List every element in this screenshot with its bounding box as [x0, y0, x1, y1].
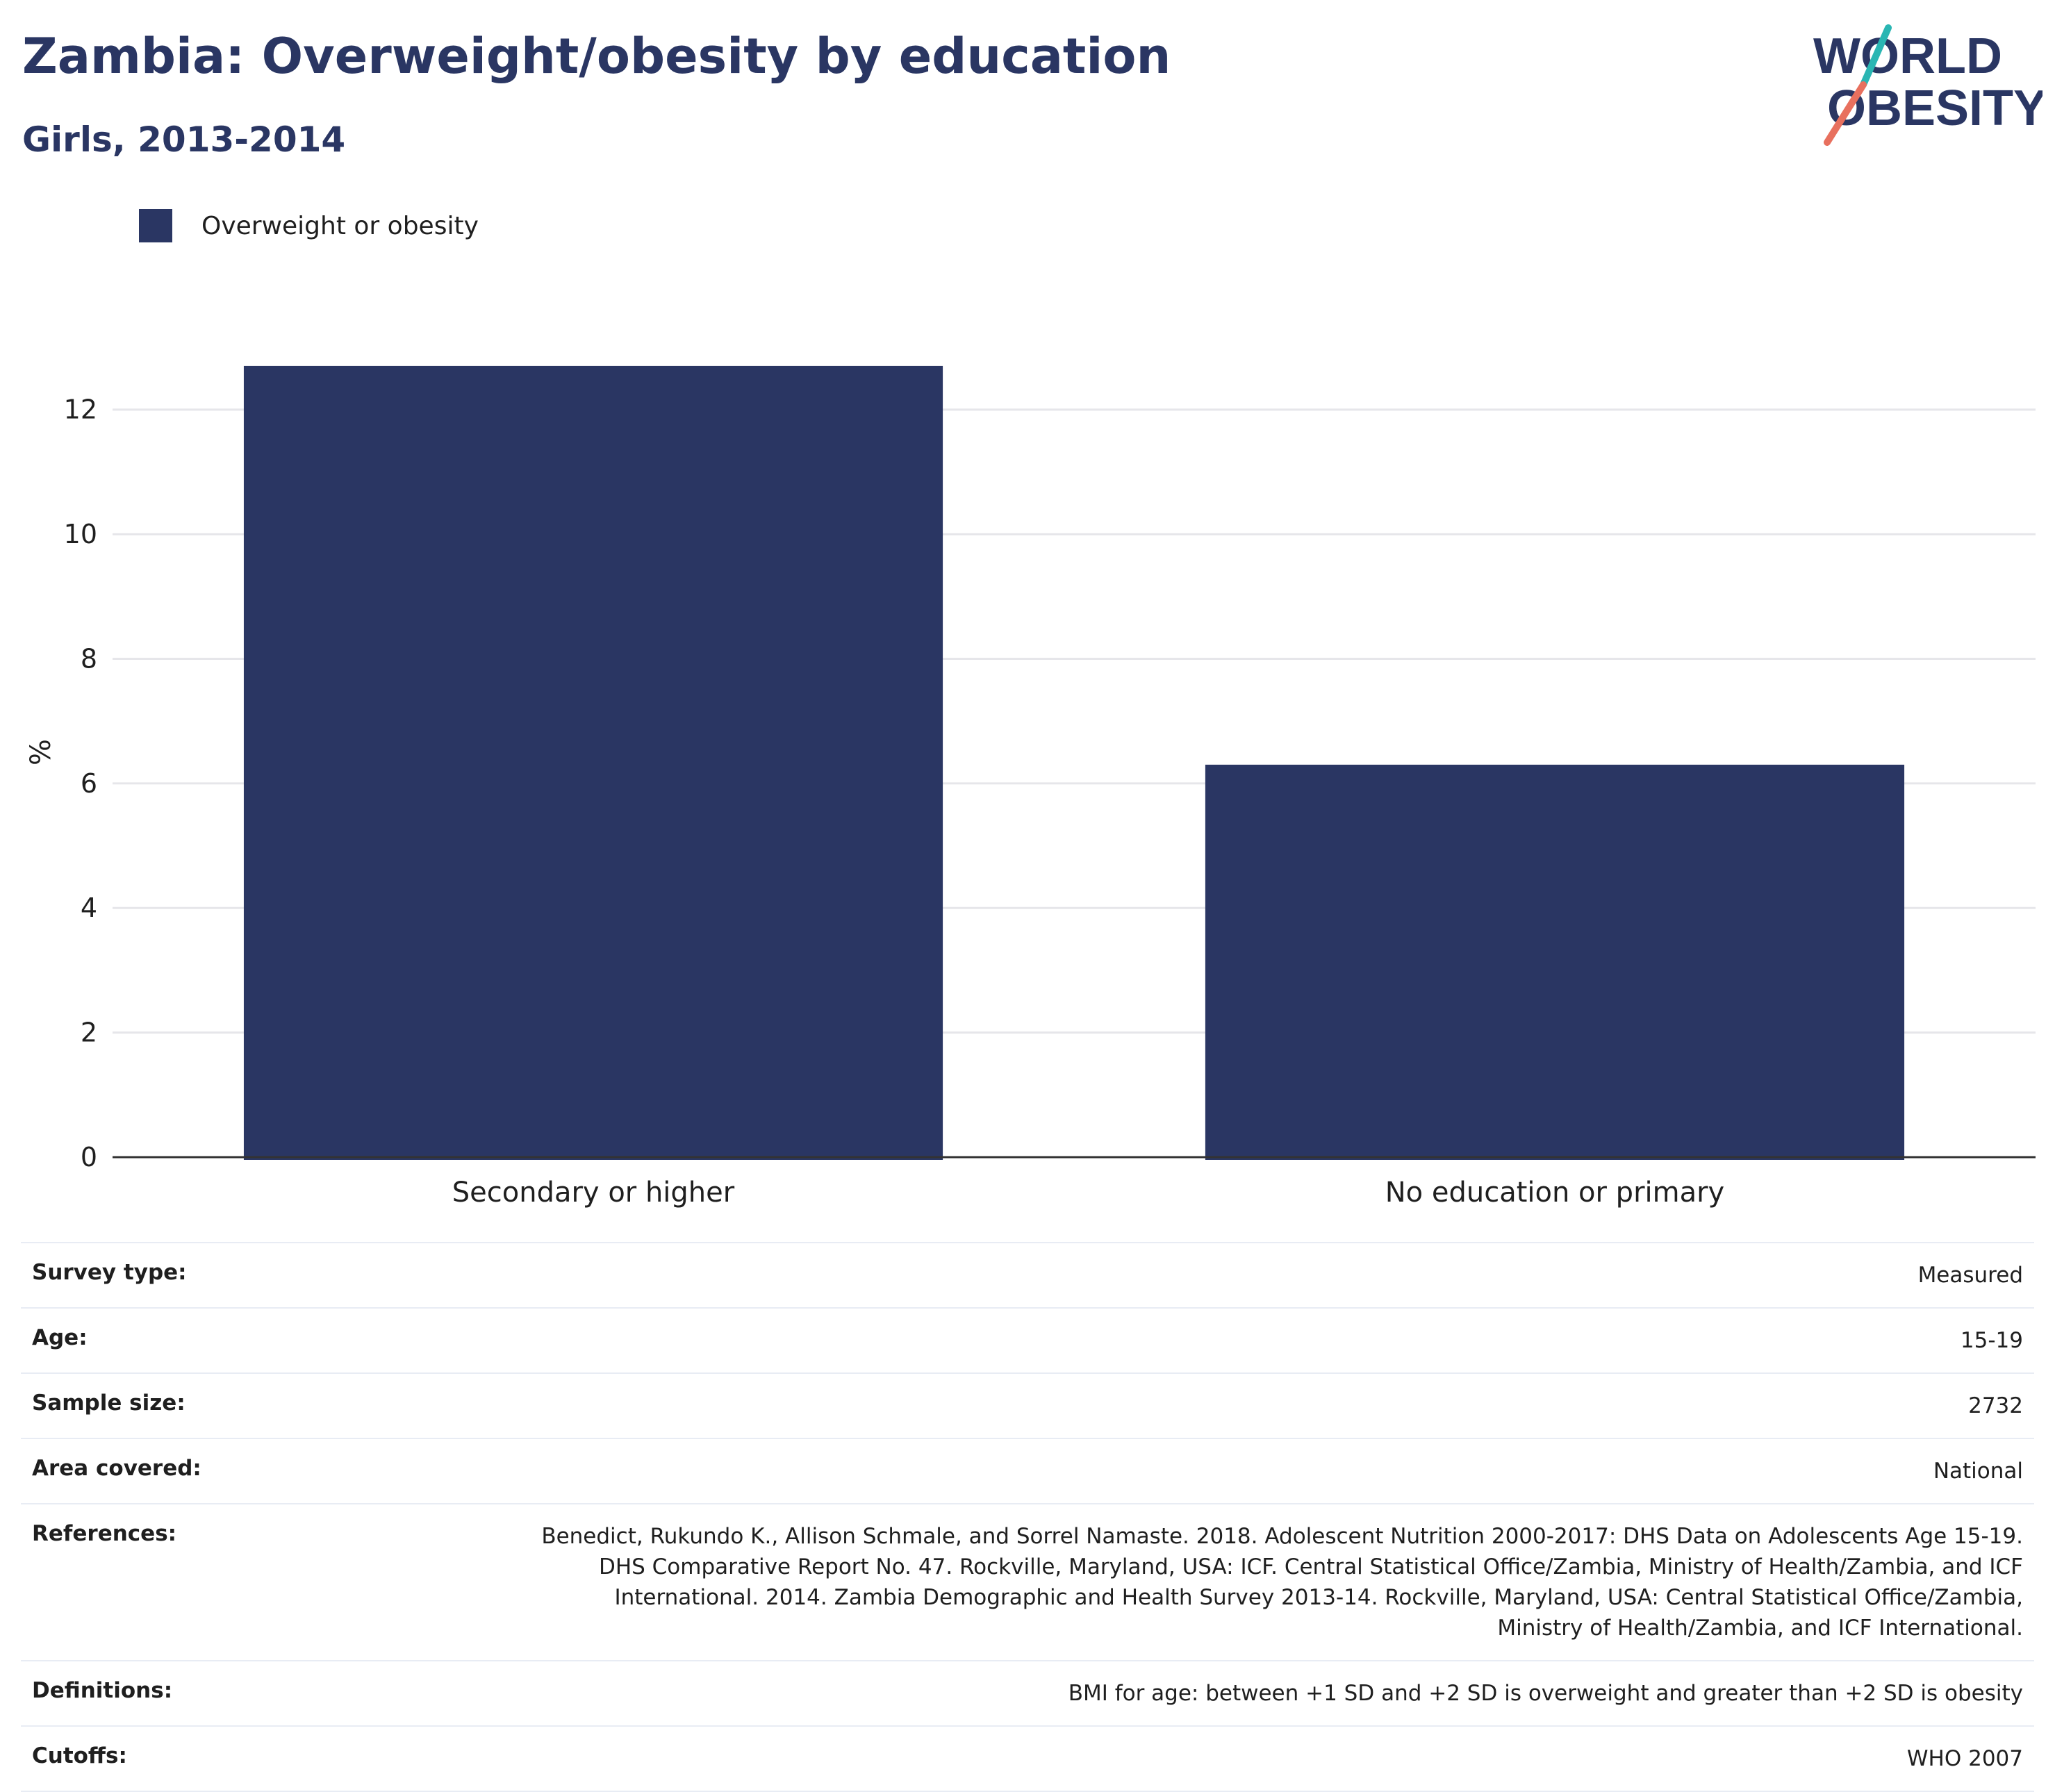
metadata-value: 2732 [1968, 1393, 2023, 1418]
metadata-key: Sample size: [32, 1391, 185, 1416]
metadata-value: 15-19 [1960, 1328, 2023, 1353]
metadata-key: Survey type: [32, 1260, 187, 1285]
metadata-value: National [1933, 1459, 2023, 1484]
metadata-row: Cutoffs: WHO 2007 [21, 1725, 2034, 1792]
metadata-value: WHO 2007 [1906, 1746, 2023, 1771]
chart-subtitle: Girls, 2013-2014 [22, 119, 346, 160]
metadata-value: Measured [1917, 1263, 2023, 1288]
metadata-row: Definitions: BMI for age: between +1 SD a… [21, 1660, 2034, 1725]
logo-word-world: WORLD [1813, 28, 2002, 84]
legend: Overweight or obesity [139, 208, 479, 243]
chart-title: Zambia: Overweight/obesity by education [22, 28, 1171, 85]
y-axis-title: % [25, 739, 57, 765]
metadata-row: References: Benedict, Rukundo K., Allison… [21, 1503, 2034, 1660]
metadata-key: Age: [32, 1325, 88, 1350]
metadata-key: References: [32, 1521, 177, 1546]
legend-label: Overweight or obesity [201, 211, 479, 240]
metadata-value: Benedict, Rukundo K., Allison Schmale, a… [541, 1524, 2023, 1641]
x-tick-label: Secondary or higher [452, 1177, 735, 1209]
logo-teal-slash [1860, 24, 1892, 88]
metadata-row: Survey type: Measured [21, 1242, 2034, 1307]
legend-swatch [139, 209, 172, 242]
metadata-row: Age: 15-19 [21, 1307, 2034, 1372]
y-tick-label: 4 [81, 893, 97, 923]
metadata-key: Cutoffs: [32, 1743, 127, 1768]
metadata-value: BMI for age: between +1 SD and +2 SD is … [1068, 1681, 2023, 1706]
bar-chart: 0 2 4 6 8 10 12 Secondary or higher No education… [25, 365, 2036, 1209]
x-tick-label: No education or primary [1385, 1177, 1724, 1209]
y-tick-label: 12 [64, 395, 97, 425]
y-tick-label: 2 [81, 1018, 97, 1048]
bar [1205, 764, 1905, 1160]
metadata-row: Area covered: National [21, 1438, 2034, 1503]
y-tick-label: 6 [81, 768, 97, 799]
logo-coral-slash [1824, 81, 1867, 146]
metadata-key: Area covered: [32, 1456, 201, 1481]
bar [243, 365, 943, 1160]
y-tick-label: 10 [64, 519, 97, 549]
y-tick-label: 0 [81, 1142, 97, 1172]
y-tick-label: 8 [81, 643, 97, 674]
metadata-row: Sample size: 2732 [21, 1372, 2034, 1438]
metadata-table: Survey type: Measured Age: 15-19 Sample size… [21, 1242, 2034, 1792]
metadata-key: Definitions: [32, 1678, 173, 1703]
world-obesity-logo: WORLD OBESITY [1813, 24, 2042, 146]
